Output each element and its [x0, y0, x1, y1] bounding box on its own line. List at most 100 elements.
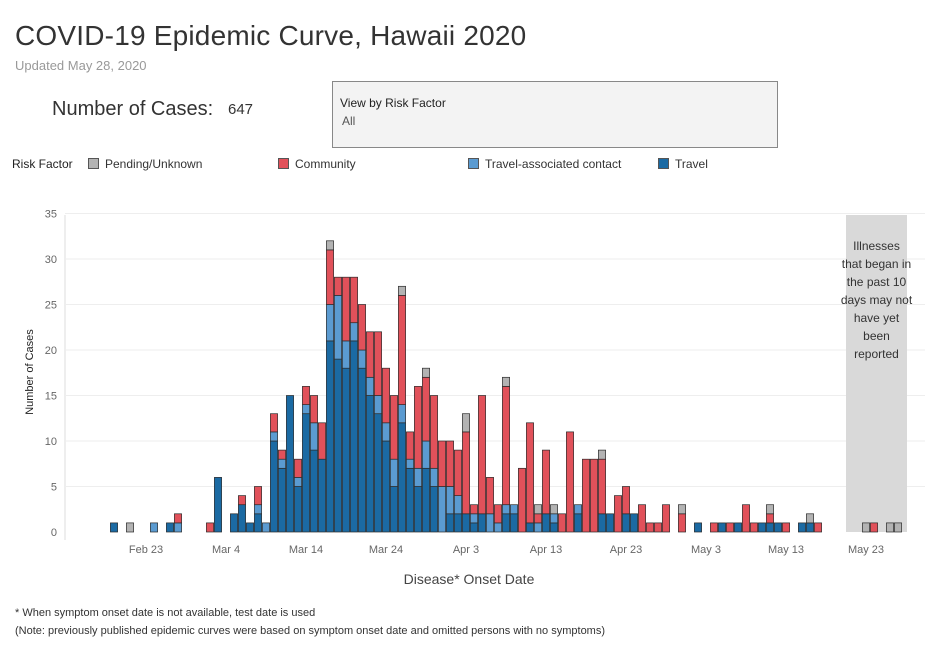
- bar-segment-travel: [310, 449, 318, 533]
- bar-segment-travel: [398, 422, 406, 533]
- bar-segment-pending: [862, 522, 870, 533]
- bar-segment-community: [478, 395, 486, 515]
- bar-segment-travel-contact: [334, 295, 342, 360]
- bar-segment-travel-contact: [278, 458, 286, 469]
- bar-segment-community: [206, 522, 214, 533]
- y-tick-label: 15: [45, 391, 57, 403]
- bar-segment-community: [422, 376, 430, 442]
- bar-segment-travel: [294, 486, 302, 533]
- bar-segment-community: [294, 458, 302, 478]
- bar-segment-community: [446, 440, 454, 487]
- bar-segment-pending: [126, 522, 134, 533]
- bar-segment-pending: [806, 513, 814, 524]
- bar-segment-travel-contact: [310, 422, 318, 451]
- bar-segment-travel: [766, 522, 774, 533]
- bar-segment-community: [302, 386, 310, 405]
- legend-swatch-pending: [88, 158, 99, 169]
- bar-segment-community: [526, 422, 534, 524]
- bar-segment-travel: [230, 513, 238, 533]
- bar-segment-community: [350, 276, 358, 324]
- recent-days-band: [846, 215, 907, 532]
- legend-swatch-community: [278, 158, 289, 169]
- bar-segment-community: [566, 431, 574, 533]
- filter-selected-value[interactable]: All: [342, 114, 356, 128]
- x-tick-label: Feb 23: [129, 544, 163, 556]
- bar-segment-travel: [270, 440, 278, 533]
- bar-segment-travel: [758, 522, 766, 533]
- bar-segment-community: [614, 495, 622, 533]
- bar-segment-travel: [526, 522, 534, 533]
- bar-segment-travel: [630, 513, 638, 533]
- bar-segment-travel: [502, 513, 510, 533]
- bar-segment-travel-contact: [438, 486, 446, 533]
- bar-segment-community: [310, 395, 318, 424]
- bar-segment-community: [238, 495, 246, 506]
- y-axis-title: Number of Cases: [24, 329, 36, 415]
- y-tick-label: 35: [45, 209, 57, 221]
- bar-segment-community: [534, 513, 542, 524]
- bar-segment-travel-contact: [414, 467, 422, 487]
- bar-segment-travel-contact: [502, 504, 510, 515]
- legend-item-community[interactable]: Community: [278, 157, 356, 171]
- bar-segment-travel: [478, 513, 486, 533]
- bar-segment-community: [358, 304, 366, 351]
- bar-segment-community: [782, 522, 790, 533]
- bar-segment-travel: [422, 467, 430, 533]
- filter-title: View by Risk Factor: [340, 96, 446, 110]
- bar-segment-travel: [798, 522, 806, 533]
- bar-segment-pending: [678, 504, 686, 515]
- bar-segment-travel: [286, 395, 294, 533]
- x-tick-label: Mar 14: [289, 544, 323, 556]
- bar-segment-travel: [718, 522, 726, 533]
- bar-segment-travel-contact: [510, 504, 518, 515]
- bar-segment-travel: [574, 513, 582, 533]
- bar-segment-travel-contact: [406, 458, 414, 469]
- legend-item-travel-contact[interactable]: Travel-associated contact: [468, 157, 621, 171]
- bar-segment-travel-contact: [302, 404, 310, 415]
- bar-segment-community: [486, 477, 494, 515]
- bar-segment-travel: [390, 486, 398, 533]
- bar-segment-travel-contact: [534, 522, 542, 533]
- bar-segment-travel-contact: [366, 376, 374, 396]
- bar-segment-travel-contact: [454, 495, 462, 515]
- bar-segment-travel-contact: [326, 304, 334, 342]
- bar-segment-community: [326, 249, 334, 305]
- bar-segment-travel: [806, 522, 814, 533]
- bar-segment-community: [390, 395, 398, 460]
- bar-segment-travel: [334, 358, 342, 533]
- bar-segment-community: [406, 431, 414, 460]
- bar-segment-travel: [366, 395, 374, 533]
- cases-count-label: Number of Cases:: [52, 98, 214, 120]
- bar-segment-pending: [326, 240, 334, 251]
- bar-segment-community: [254, 486, 262, 506]
- bar-segment-community: [678, 513, 686, 533]
- bar-segment-travel: [430, 486, 438, 533]
- bar-segment-travel: [326, 340, 334, 533]
- bar-segment-community: [870, 522, 878, 533]
- bar-segment-travel: [382, 440, 390, 533]
- bar-segment-pending: [894, 522, 902, 533]
- bar-segment-community: [270, 413, 278, 433]
- bar-segment-community: [494, 504, 502, 524]
- bar-segment-community: [750, 522, 758, 533]
- legend-label-travel-contact: Travel-associated contact: [485, 157, 622, 171]
- x-tick-label: Apr 13: [530, 544, 562, 556]
- bar-segment-community: [502, 386, 510, 506]
- bar-segment-travel: [598, 513, 606, 533]
- legend-item-pending[interactable]: Pending/Unknown: [88, 157, 202, 171]
- bar-segment-community: [414, 386, 422, 469]
- bar-segment-travel-contact: [390, 458, 398, 487]
- x-tick-label: May 23: [848, 544, 884, 556]
- bar-segment-travel: [406, 467, 414, 533]
- x-tick-label: Mar 4: [212, 544, 240, 556]
- legend-item-travel[interactable]: Travel: [658, 157, 708, 171]
- bar-segment-travel-contact: [382, 422, 390, 442]
- bar-segment-travel: [550, 522, 558, 533]
- x-axis-title: Disease* Onset Date: [404, 571, 535, 587]
- y-tick-label: 10: [45, 436, 57, 448]
- bar-segment-community: [334, 276, 342, 296]
- bar-segment-community: [398, 295, 406, 405]
- bar-segment-community: [622, 486, 630, 515]
- bar-segment-pending: [598, 449, 606, 460]
- risk-factor-filter[interactable]: View by Risk Factor All: [332, 81, 778, 148]
